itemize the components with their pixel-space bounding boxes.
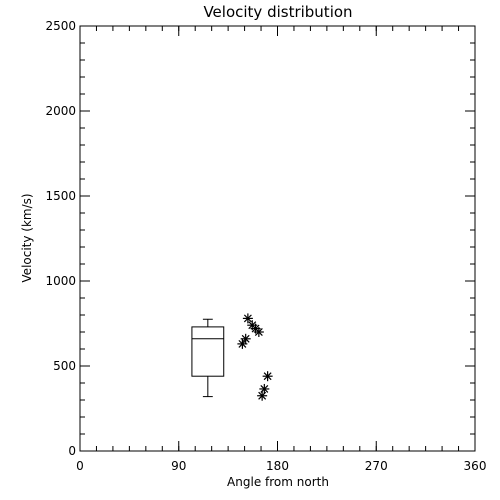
boxplot bbox=[191, 318, 225, 398]
x-axis-label: Angle from north bbox=[227, 475, 329, 489]
x-tick-label: 90 bbox=[171, 459, 186, 473]
data-point bbox=[257, 390, 268, 401]
y-tick-label: 500 bbox=[53, 359, 76, 373]
y-axis-label: Velocity (km/s) bbox=[20, 193, 34, 282]
data-point bbox=[237, 338, 248, 349]
data-point bbox=[262, 371, 273, 382]
data-point bbox=[242, 313, 253, 324]
chart-title: Velocity distribution bbox=[203, 3, 352, 21]
axis-ticks bbox=[79, 25, 476, 452]
y-tick-label: 1000 bbox=[45, 274, 76, 288]
data-point bbox=[259, 383, 270, 394]
x-tick-label: 270 bbox=[365, 459, 388, 473]
scatter-points bbox=[237, 313, 273, 401]
x-tick-label: 0 bbox=[76, 459, 84, 473]
y-tick-label: 0 bbox=[68, 444, 76, 458]
data-point bbox=[253, 327, 264, 337]
x-tick-label: 360 bbox=[464, 459, 487, 473]
axis-tick-labels: 0 90 180 270 360 0 500 1000 1500 2000 2500 bbox=[45, 19, 486, 473]
y-tick-label: 2500 bbox=[45, 19, 76, 33]
y-tick-label: 1500 bbox=[45, 189, 76, 203]
boxplot-box bbox=[191, 326, 225, 377]
x-tick-label: 180 bbox=[266, 459, 289, 473]
plot-frame bbox=[79, 25, 476, 452]
y-tick-label: 2000 bbox=[45, 104, 76, 118]
data-point bbox=[240, 333, 251, 344]
